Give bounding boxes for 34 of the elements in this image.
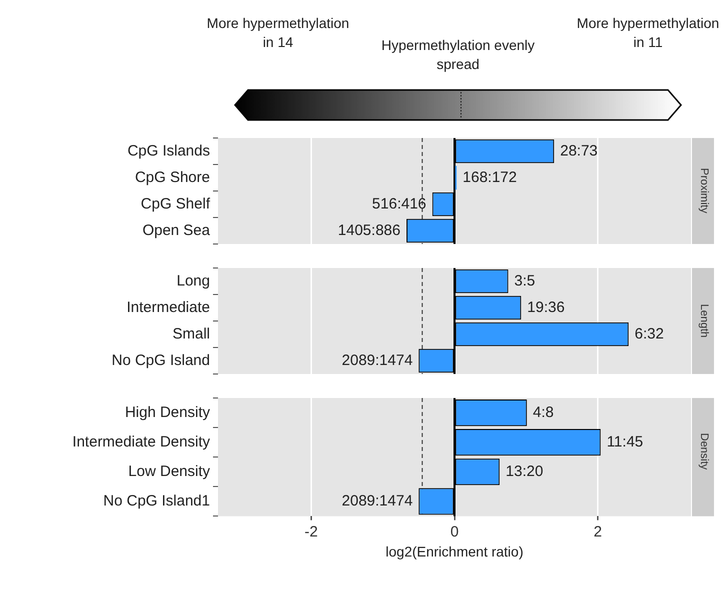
annotation: 168:172 [462, 168, 517, 186]
annotation: 2089:1474 [342, 492, 413, 510]
y-tick-label: Low Density [128, 463, 210, 480]
y2-axis-title: Density [698, 432, 710, 470]
y-tick-label: Intermediate Density [72, 433, 210, 450]
annotation: 19:36 [527, 298, 565, 316]
y-tick-label: High Density [124, 404, 210, 421]
x-tick-label: 2 [594, 523, 602, 540]
annotation: 3:5 [514, 272, 536, 290]
annotation: 1405:886 [338, 222, 400, 239]
y-tick-label: Long [176, 272, 210, 290]
y-tick-label: No CpG Island1 [103, 492, 210, 510]
y2-axis-title: Length [698, 304, 710, 338]
y-tick-label: Open Sea [142, 222, 211, 239]
text: Hypermethylation evenly spread [380, 36, 536, 74]
x-tick-label: -2 [304, 523, 318, 540]
y-tick-label: No CpG Island [112, 352, 210, 369]
annotation: 516:416 [372, 195, 426, 212]
y2-axis-title: Proximity [698, 168, 710, 214]
annotation: 11:45 [606, 433, 644, 450]
text: More hypermethylation in 11 [576, 14, 720, 52]
y-tick-label: Intermediate [126, 298, 210, 316]
y-tick-label: CpG Islands [127, 142, 210, 160]
annotation: 13:20 [506, 463, 544, 480]
annotation: 4:8 [532, 404, 554, 421]
y-tick-label: CpG Shelf [140, 195, 211, 212]
x-axis-title: log2(Enrichment ratio) [386, 543, 524, 560]
y-tick-label: CpG Shore [134, 168, 210, 186]
annotation: 6:32 [634, 325, 664, 342]
x-tick-label: 0 [450, 523, 459, 540]
text: More hypermethylation in 14 [206, 14, 350, 52]
annotation: 2089:1474 [342, 352, 413, 369]
y-tick-label: Small [172, 325, 210, 342]
annotation: 28:73 [560, 142, 598, 160]
